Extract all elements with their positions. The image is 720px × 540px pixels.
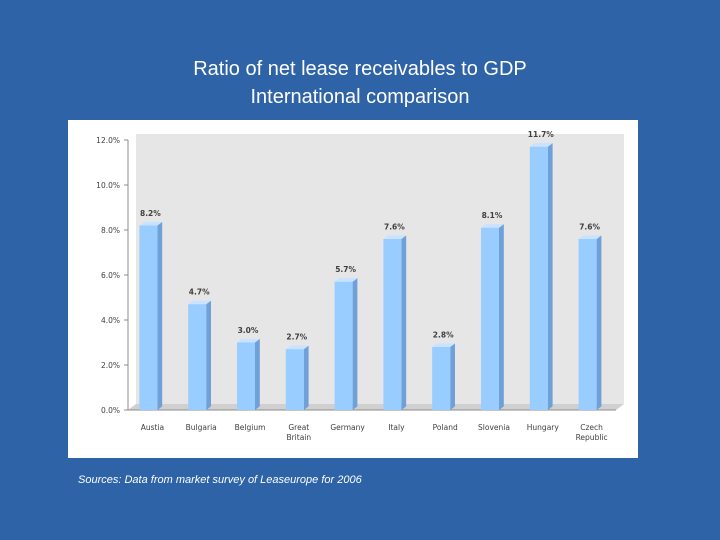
bar-side <box>499 224 504 410</box>
bar <box>383 239 402 410</box>
y-tick-label: 4.0% <box>101 316 120 325</box>
data-label: 4.7% <box>189 288 210 297</box>
data-label: 2.7% <box>286 333 307 342</box>
data-label: 11.7% <box>528 130 555 139</box>
bar-side <box>303 345 309 410</box>
data-label: 3.0% <box>238 326 259 335</box>
bar-top <box>237 338 260 343</box>
bar-top <box>285 345 309 350</box>
bar-side <box>206 300 211 410</box>
category-label: Slovenia <box>478 423 510 432</box>
y-tick-label: 6.0% <box>101 271 120 280</box>
y-tick-label: 12.0% <box>96 136 120 145</box>
y-tick-label: 2.0% <box>101 361 120 370</box>
bar-top <box>139 221 163 226</box>
category-label: Poland <box>433 423 458 432</box>
category-label: Bulgaria <box>186 423 217 432</box>
category-label: Austia <box>141 423 164 432</box>
data-label: 7.6% <box>579 222 600 231</box>
bar-chart: 0.0% 2.0% 4.0% 6.0% 8.0% 10.0% 12.0% 8.2% Austia… <box>96 130 624 442</box>
y-tick-label: 8.0% <box>101 226 120 235</box>
title-line-2: International comparison <box>250 86 470 108</box>
bar-top <box>432 343 455 347</box>
bar <box>578 239 597 410</box>
y-tick-label: 10.0% <box>96 181 120 190</box>
bar-side <box>450 343 455 410</box>
chart-panel: 0.0% 2.0% 4.0% 6.0% 8.0% 10.0% 12.0% 8.2% Austia… <box>68 120 638 458</box>
bar <box>481 227 499 410</box>
bar <box>188 304 207 410</box>
category-label: Britain <box>286 433 311 442</box>
category-label: Great <box>288 423 309 432</box>
source-note: Sources: Data from market survey of Leas… <box>78 474 362 486</box>
data-label: 8.2% <box>140 209 161 218</box>
bar-top <box>334 278 358 282</box>
bar-side <box>547 143 553 410</box>
bar-side <box>401 235 407 410</box>
bar-top <box>529 143 553 147</box>
y-tick-label: 0.0% <box>101 406 120 415</box>
bar-top <box>188 300 211 305</box>
title-line-1: Ratio of net lease receivables to GDP <box>193 58 527 80</box>
bar-top <box>481 224 504 228</box>
category-label: Belgium <box>235 423 266 432</box>
data-label: 8.1% <box>482 211 503 220</box>
data-label: 7.6% <box>384 222 405 231</box>
bar-top <box>383 235 407 239</box>
category-label: Hungary <box>527 423 560 432</box>
data-label: 2.8% <box>433 330 454 339</box>
bar <box>139 225 158 410</box>
bar <box>285 349 304 410</box>
bar-top <box>578 235 602 239</box>
bar-side <box>596 235 602 410</box>
bar <box>334 281 353 410</box>
slide-title: Ratio of net lease receivables to GDP In… <box>0 55 720 111</box>
category-label: Czech <box>580 423 603 432</box>
data-label: 5.7% <box>335 265 356 274</box>
bar-side <box>157 221 163 410</box>
bar <box>237 342 255 410</box>
category-label: Germany <box>330 423 365 432</box>
category-label: Italy <box>388 423 405 432</box>
bar <box>529 146 548 410</box>
category-label: Republic <box>576 433 608 442</box>
bar <box>432 347 451 410</box>
bar-side <box>352 278 358 410</box>
bar-side <box>255 338 260 410</box>
